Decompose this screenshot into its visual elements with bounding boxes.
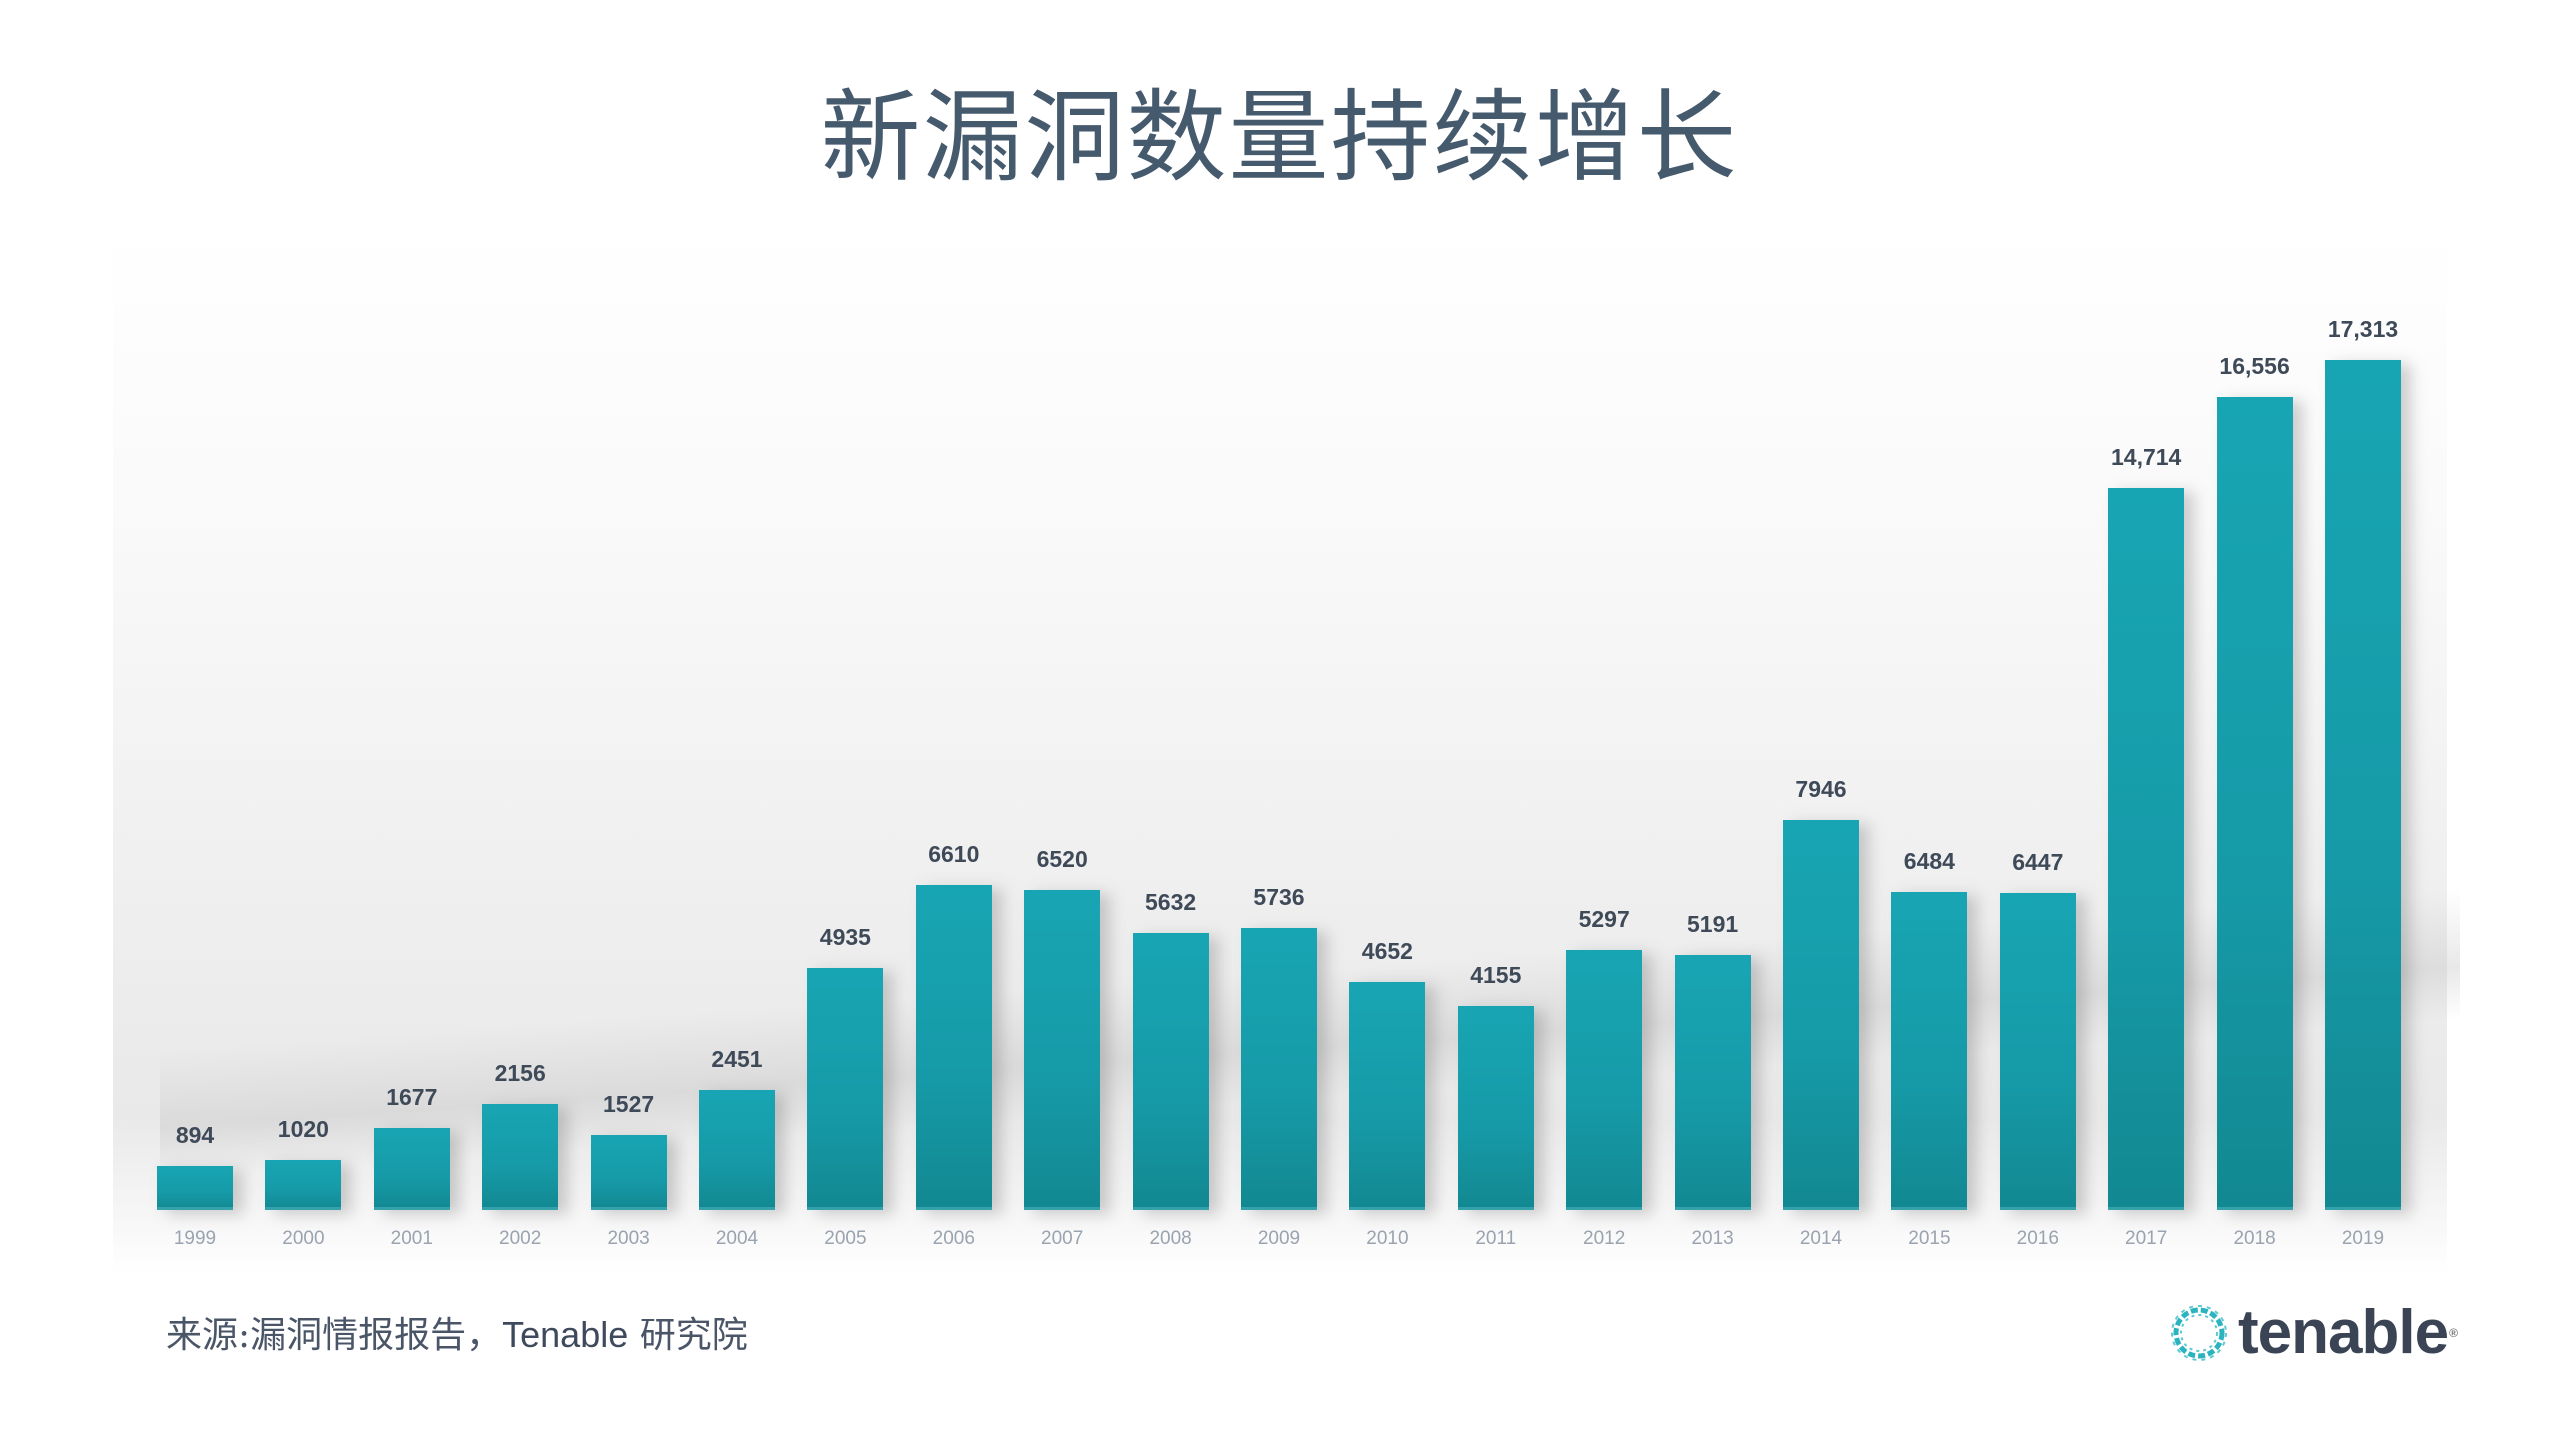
bar-2012 <box>1566 950 1643 1210</box>
value-label: 2451 <box>711 1046 763 1072</box>
value-label: 17,313 <box>2327 316 2399 342</box>
value-label: 5191 <box>1687 911 1739 937</box>
x-tick-label: 2001 <box>390 1228 433 1249</box>
x-tick-label: 2016 <box>2016 1228 2059 1249</box>
bar-2014 <box>1783 820 1859 1210</box>
bar-2013 <box>1674 955 1751 1210</box>
source-prefix: 来源:漏洞情报报告， <box>166 1315 503 1356</box>
bar-1999 <box>157 1166 233 1210</box>
x-tick-label: 2009 <box>1257 1228 1301 1249</box>
x-tick-label: 1999 <box>173 1228 217 1249</box>
value-label: 4155 <box>1470 962 1522 988</box>
bar-2016 <box>1999 893 2076 1210</box>
x-tick-label: 2017 <box>2125 1228 2168 1249</box>
value-label: 894 <box>175 1122 215 1148</box>
x-tick-label: 2000 <box>282 1228 325 1249</box>
bar-2002 <box>482 1104 559 1210</box>
bar-2005 <box>807 968 884 1210</box>
value-label: 14,714 <box>2111 444 2182 470</box>
bar-2000 <box>265 1160 342 1210</box>
x-tick-label: 2006 <box>932 1228 975 1249</box>
value-label: 6610 <box>928 841 980 867</box>
logo-wordmark: tenable® <box>2238 1302 2458 1364</box>
value-label: 5736 <box>1253 884 1305 910</box>
bar-2011 <box>1457 1006 1534 1210</box>
bar-2010 <box>1349 982 1426 1210</box>
bar-2019 <box>2325 360 2401 1210</box>
x-tick-label: 2010 <box>1366 1228 1409 1249</box>
value-label: 6484 <box>1903 848 1955 874</box>
bar-2006 <box>915 885 992 1210</box>
x-tick-label: 2015 <box>1908 1228 1951 1249</box>
value-label: 6520 <box>1036 846 1088 872</box>
x-tick-label: 2003 <box>607 1228 650 1249</box>
bar-2008 <box>1132 933 1209 1210</box>
bar-2017 <box>2108 488 2185 1210</box>
bar-2018 <box>2216 397 2293 1210</box>
logo-text: tenable <box>2238 1298 2449 1367</box>
value-label: 16,556 <box>2219 353 2290 379</box>
bar-2009 <box>1241 928 1317 1210</box>
x-tick-label: 2019 <box>2341 1228 2385 1249</box>
value-label: 5297 <box>1578 906 1630 932</box>
page-title: 新漏洞数量持续增长 <box>820 79 1739 196</box>
x-tick-label: 2004 <box>715 1228 759 1249</box>
tenable-ring-icon <box>2171 1305 2227 1361</box>
x-tick-label: 2018 <box>2233 1228 2276 1249</box>
value-label: 4652 <box>1361 938 1413 964</box>
x-tick-label: 2007 <box>1041 1228 1084 1249</box>
x-tick-label: 2011 <box>1475 1228 1517 1249</box>
x-tick-label: 2014 <box>1799 1228 1843 1249</box>
value-label: 7946 <box>1795 776 1847 802</box>
value-label: 4935 <box>819 924 871 950</box>
bar-2003 <box>590 1135 667 1210</box>
tenable-logo: tenable® <box>2168 1300 2458 1366</box>
x-tick-label: 2005 <box>824 1228 867 1249</box>
registered-mark: ® <box>2449 1326 2458 1340</box>
x-tick-label: 2012 <box>1583 1228 1626 1249</box>
bar-2015 <box>1891 892 1968 1210</box>
x-tick-label: 2008 <box>1149 1228 1192 1249</box>
bar-2004 <box>699 1090 775 1210</box>
x-tick-label: 2002 <box>499 1228 542 1249</box>
source-brand: Tenable <box>502 1314 629 1355</box>
value-label: 6447 <box>2012 849 2064 875</box>
value-label: 2156 <box>494 1060 546 1086</box>
value-label: 5632 <box>1145 889 1197 915</box>
x-tick-label: 2013 <box>1691 1228 1734 1249</box>
source-suffix: 研究院 <box>628 1315 748 1356</box>
value-label: 1677 <box>386 1084 438 1110</box>
value-label: 1020 <box>277 1116 329 1142</box>
value-label: 1527 <box>603 1091 655 1117</box>
source-caption: 来源:漏洞情报报告，Tenable 研究院 <box>166 1310 748 1361</box>
bar-2007 <box>1024 890 1101 1210</box>
bar-2001 <box>373 1128 450 1210</box>
